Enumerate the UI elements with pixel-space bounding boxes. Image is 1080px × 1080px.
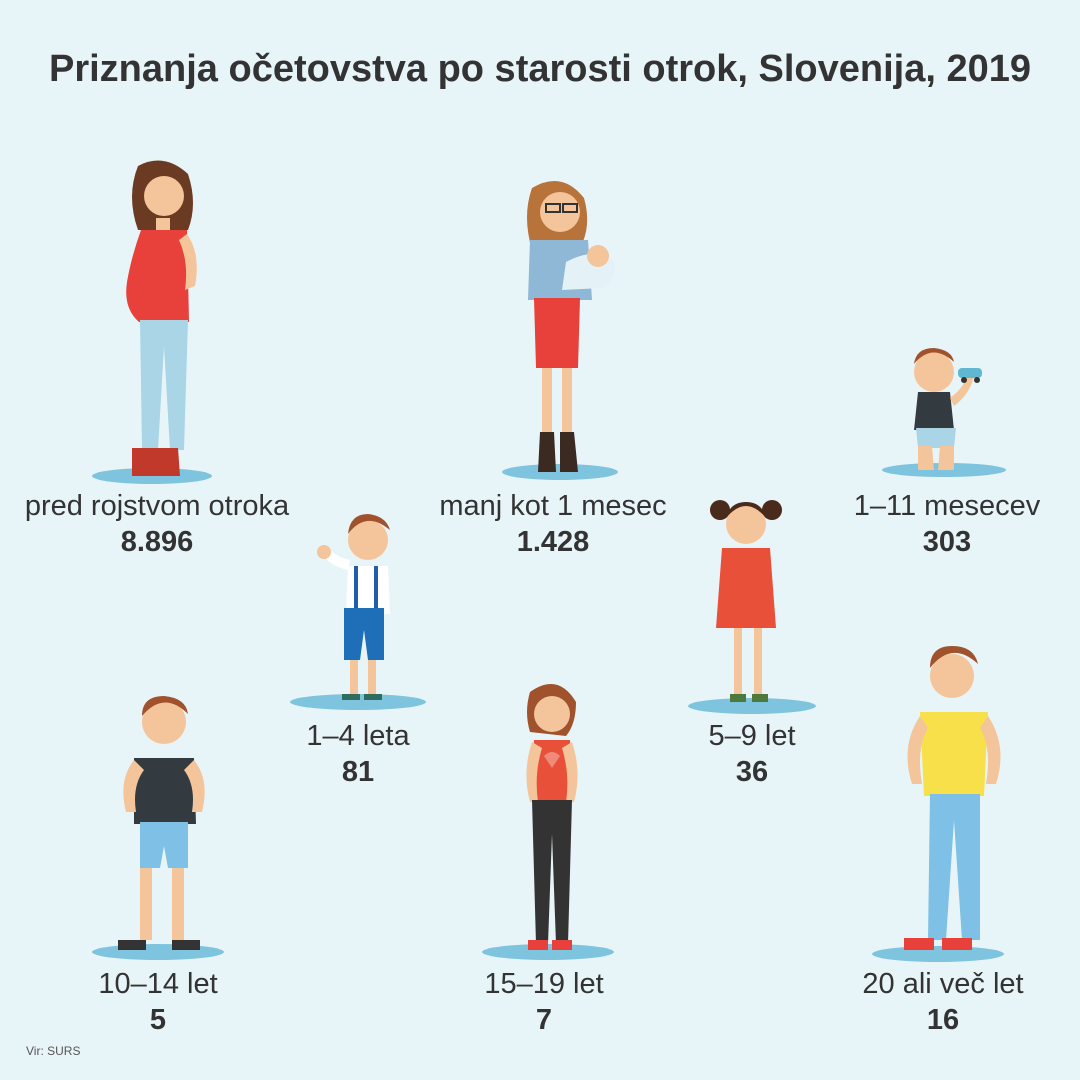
pregnant-woman-icon bbox=[92, 160, 212, 484]
category-value: 8.896 bbox=[120, 526, 194, 558]
young-man-yellow-shirt-icon bbox=[872, 646, 1004, 962]
category-5-9-let: 5–9 let 36 bbox=[652, 718, 852, 790]
baby-with-toy-car-icon bbox=[882, 348, 1006, 477]
category-label: manj kot 1 mesec bbox=[439, 490, 667, 522]
category-value: 81 bbox=[341, 756, 375, 788]
waving-toddler-icon bbox=[290, 514, 426, 710]
category-value: 303 bbox=[922, 526, 972, 558]
category-value: 1.428 bbox=[516, 526, 590, 558]
category-label: pred rojstvom otroka bbox=[24, 490, 290, 522]
category-pred-rojstvom: pred rojstvom otroka 8.896 bbox=[12, 488, 302, 560]
mother-holding-newborn-icon bbox=[502, 180, 618, 480]
teen-girl-icon bbox=[482, 684, 614, 960]
category-label: 20 ali več let bbox=[862, 968, 1024, 1000]
category-1-11-mesecev: 1–11 mesecev 303 bbox=[812, 488, 1080, 560]
girl-with-pigtails-icon bbox=[688, 500, 816, 714]
source-note: Vir: SURS bbox=[26, 1044, 81, 1058]
boy-grey-shirt-icon bbox=[92, 696, 224, 960]
category-manj-kot-1-mesec: manj kot 1 mesec 1.428 bbox=[408, 488, 698, 560]
category-1-4-leta: 1–4 leta 81 bbox=[258, 718, 458, 790]
category-value: 7 bbox=[535, 1004, 553, 1036]
page-title: Priznanja očetovstva po starosti otrok, … bbox=[48, 48, 1031, 90]
category-value: 36 bbox=[735, 756, 769, 788]
category-label: 1–11 mesecev bbox=[853, 490, 1041, 522]
category-value: 5 bbox=[149, 1004, 167, 1036]
category-label: 10–14 let bbox=[98, 968, 218, 1000]
category-label: 5–9 let bbox=[708, 720, 796, 752]
category-20-ali-vec-let: 20 ali več let 16 bbox=[818, 966, 1068, 1038]
category-15-19-let: 15–19 let 7 bbox=[444, 966, 644, 1038]
category-10-14-let: 10–14 let 5 bbox=[58, 966, 258, 1038]
category-value: 16 bbox=[926, 1004, 960, 1036]
category-label: 15–19 let bbox=[484, 968, 604, 1000]
category-label: 1–4 leta bbox=[306, 720, 410, 752]
